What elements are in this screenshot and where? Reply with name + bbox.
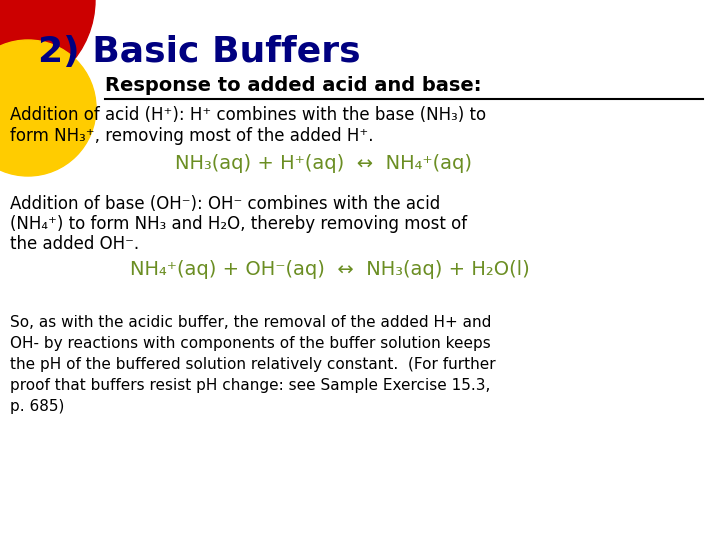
Text: (NH₄⁺) to form NH₃ and H₂O, thereby removing most of: (NH₄⁺) to form NH₃ and H₂O, thereby remo… [10,215,467,233]
Text: Addition of acid (H⁺): H⁺ combines with the base (NH₃) to: Addition of acid (H⁺): H⁺ combines with … [10,106,486,124]
Text: Addition of base (OH⁻): OH⁻ combines with the acid: Addition of base (OH⁻): OH⁻ combines wit… [10,195,440,213]
Text: NH₃(aq) + H⁺(aq)  ↔  NH₄⁺(aq): NH₃(aq) + H⁺(aq) ↔ NH₄⁺(aq) [175,154,472,173]
Text: form NH₃⁺, removing most of the added H⁺.: form NH₃⁺, removing most of the added H⁺… [10,127,374,145]
Text: the pH of the buffered solution relatively constant.  (For further: the pH of the buffered solution relative… [10,357,495,372]
Text: p. 685): p. 685) [10,399,64,414]
Text: 2) Basic Buffers: 2) Basic Buffers [38,35,361,69]
Text: proof that buffers resist pH change: see Sample Exercise 15.3,: proof that buffers resist pH change: see… [10,378,490,393]
Text: OH- by reactions with components of the buffer solution keeps: OH- by reactions with components of the … [10,336,491,351]
Text: So, as with the acidic buffer, the removal of the added H+ and: So, as with the acidic buffer, the remov… [10,315,491,330]
Circle shape [0,40,96,176]
Circle shape [0,0,95,95]
Text: Response to added acid and base:: Response to added acid and base: [105,76,482,95]
Text: the added OH⁻.: the added OH⁻. [10,235,139,253]
Text: NH₄⁺(aq) + OH⁻(aq)  ↔  NH₃(aq) + H₂O(l): NH₄⁺(aq) + OH⁻(aq) ↔ NH₃(aq) + H₂O(l) [130,260,530,279]
